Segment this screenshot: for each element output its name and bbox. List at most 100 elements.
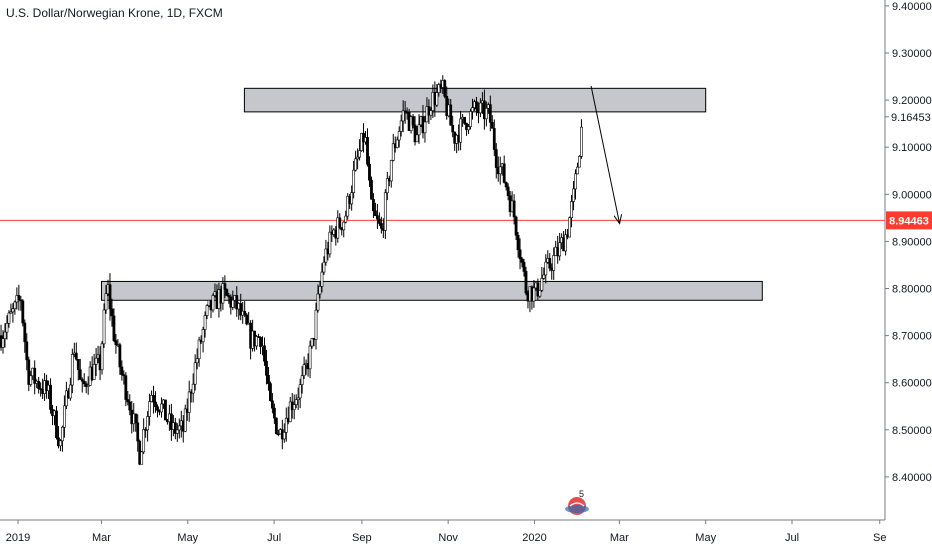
candle xyxy=(74,342,78,361)
x-tick-label: 2020 xyxy=(522,532,546,544)
candle xyxy=(578,155,581,168)
candle-body xyxy=(49,384,52,410)
candle-body xyxy=(13,301,17,309)
candle-body xyxy=(318,286,322,295)
y-tick-label: 9.20000 xyxy=(892,95,932,107)
candle xyxy=(308,340,312,379)
chart-title: U.S. Dollar/Norwegian Krone, 1D, FXCM xyxy=(6,6,223,20)
candle-body xyxy=(379,223,383,229)
candle xyxy=(354,150,358,172)
candle xyxy=(475,96,478,116)
candle xyxy=(294,394,298,409)
candle xyxy=(344,210,348,224)
candle xyxy=(310,337,314,349)
candle xyxy=(169,403,173,441)
candle-body xyxy=(417,124,421,136)
resistance-zone xyxy=(243,87,707,113)
candle-body xyxy=(175,429,179,434)
candle xyxy=(417,114,421,144)
candle-body xyxy=(110,308,114,317)
candle xyxy=(1,330,5,354)
candle xyxy=(152,385,155,414)
candle-body xyxy=(516,234,520,251)
candle xyxy=(201,326,205,353)
candle-body xyxy=(265,360,268,376)
candle xyxy=(61,425,64,452)
candle-body xyxy=(292,404,296,411)
x-axis-ticks: 2019 Mar May Jul Sep Nov 2020 Mar May Jul Se xyxy=(6,520,886,544)
candle xyxy=(25,333,29,371)
candle-body xyxy=(374,210,377,216)
candle xyxy=(23,319,27,353)
candle xyxy=(320,263,324,293)
candle-body xyxy=(356,156,360,160)
candle-body xyxy=(267,375,270,384)
candle xyxy=(193,354,197,391)
candle xyxy=(479,98,482,118)
candle xyxy=(401,100,405,133)
candle-body xyxy=(193,362,197,385)
candle xyxy=(469,108,472,130)
y-axis-ticks: 9.40000 9.30000 9.20000 9.10000 9.00000 8.900… xyxy=(885,1,932,484)
candle xyxy=(128,394,132,416)
candle xyxy=(267,366,270,391)
candle-body xyxy=(512,200,516,218)
projection-arrow xyxy=(590,85,619,223)
y-tick-label: 9.00000 xyxy=(892,189,932,201)
candle-body xyxy=(80,379,84,382)
candle-body xyxy=(391,143,395,161)
candle-body xyxy=(19,299,23,302)
candle xyxy=(195,348,199,370)
candle xyxy=(492,119,496,157)
candle-body xyxy=(403,110,407,113)
candle-body xyxy=(102,309,106,345)
candle xyxy=(17,284,21,311)
candle xyxy=(259,336,262,355)
candle xyxy=(276,429,280,437)
candle xyxy=(385,171,389,201)
hline-price-label: 8.94463 xyxy=(889,215,929,227)
candle-body xyxy=(272,407,276,419)
candle-body xyxy=(37,380,41,389)
candle xyxy=(298,378,302,409)
candle xyxy=(154,391,157,413)
candle xyxy=(173,417,177,440)
candle xyxy=(136,414,140,452)
candle-body xyxy=(288,401,292,423)
candle-body xyxy=(284,417,288,433)
candle xyxy=(318,280,322,299)
candle xyxy=(120,360,124,381)
candle xyxy=(370,176,373,200)
candle xyxy=(397,126,401,148)
candle-body xyxy=(324,248,328,263)
candle-body xyxy=(350,192,354,205)
candle-body xyxy=(17,295,21,301)
candle-body xyxy=(156,406,159,411)
candle xyxy=(102,303,106,348)
candle-body xyxy=(5,322,9,333)
candle xyxy=(316,284,320,313)
candle-body xyxy=(389,160,393,182)
y-tick-label: 9.40000 xyxy=(892,1,932,13)
candle xyxy=(112,308,116,343)
candle-body xyxy=(120,366,124,375)
candle-body xyxy=(467,126,470,131)
hline-price-tag xyxy=(886,211,932,230)
candle xyxy=(574,169,577,200)
candle-body xyxy=(255,336,258,347)
candle-body xyxy=(33,367,37,384)
candle-body xyxy=(401,110,405,122)
candle xyxy=(100,341,104,375)
candle-body xyxy=(463,116,466,124)
candle xyxy=(64,381,68,410)
candle-body xyxy=(27,359,31,385)
candle-body xyxy=(21,300,25,324)
candle-body xyxy=(494,149,498,168)
candle xyxy=(538,289,542,298)
candle-body xyxy=(154,401,157,408)
candle-body xyxy=(506,186,510,196)
candle-body xyxy=(177,425,181,431)
candle xyxy=(78,358,82,380)
candle xyxy=(374,202,377,217)
